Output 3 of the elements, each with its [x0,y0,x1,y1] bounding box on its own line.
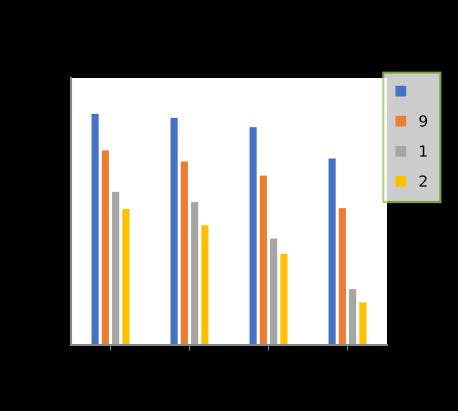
legend-label: 2 [420,175,427,187]
legend-label: 1 [420,145,427,157]
legend-label: 9 [419,115,428,127]
